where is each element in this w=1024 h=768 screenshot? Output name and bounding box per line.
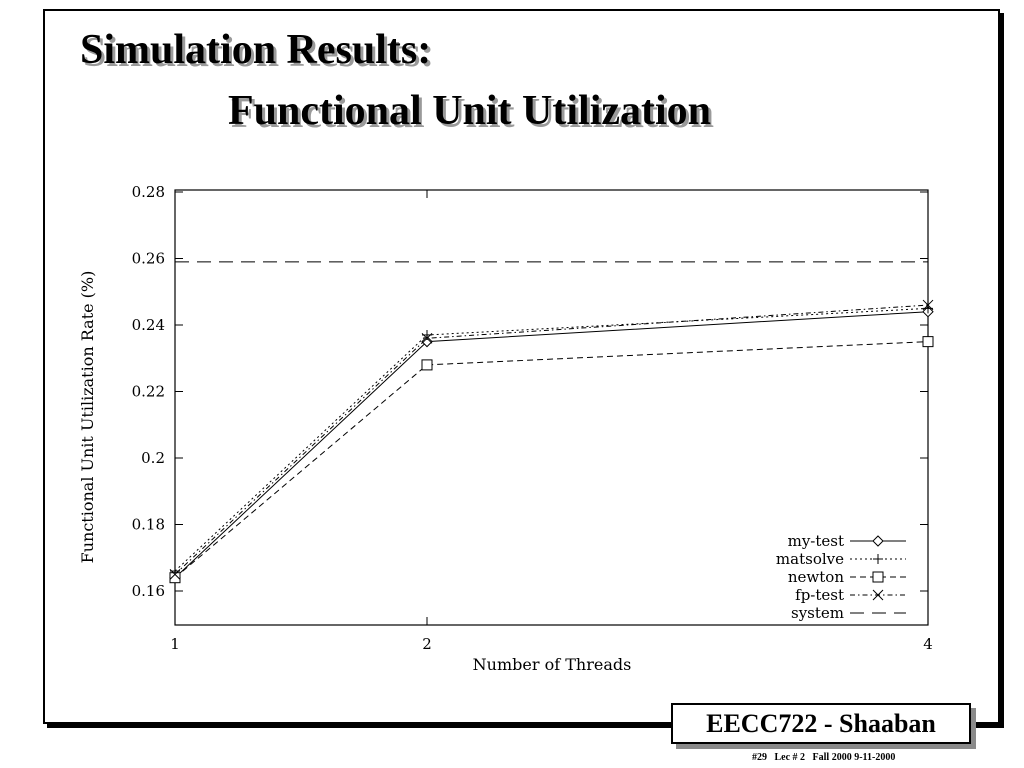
x-tick-label: 1	[170, 635, 180, 653]
y-tick-label: 0.24	[132, 316, 165, 334]
y-tick-label: 0.28	[132, 183, 165, 201]
x-axis-label: Number of Threads	[473, 655, 632, 674]
y-tick-label: 0.18	[132, 516, 165, 534]
data-point-fp-test	[922, 299, 934, 311]
data-point-my-test	[421, 335, 433, 348]
series-line-fp-test	[174, 304, 929, 575]
plot-area	[174, 189, 929, 626]
legend-label-my-test: my-test	[788, 532, 844, 550]
footer-course-box: EECC722 - Shaaban	[671, 703, 971, 744]
data-point-newton	[922, 336, 934, 348]
data-point-fp-test	[169, 569, 181, 580]
legend-label-newton: newton	[788, 568, 844, 586]
footer-course-title: EECC722 - Shaaban	[706, 709, 936, 738]
legend-marker-fp-test	[872, 589, 884, 601]
legend-label-matsolve: matsolve	[776, 550, 844, 568]
y-tick-label: 0.2	[141, 449, 165, 467]
footer-lecture-meta: #29 Lec # 2 Fall 2000 9-11-2000	[752, 752, 896, 763]
x-tick-label: 4	[923, 635, 933, 653]
legend-label-system: system	[791, 604, 844, 622]
y-tick-label: 0.26	[132, 250, 165, 268]
data-point-fp-test	[421, 332, 433, 344]
legend-marker-matsolve	[873, 554, 883, 564]
y-axis-label: Functional Unit Utilization Rate (%)	[78, 271, 97, 564]
series-markers	[169, 299, 934, 584]
series-lines	[174, 261, 929, 579]
slide-title-line-1: Simulation Results:	[80, 27, 432, 73]
legend-marker-newton	[872, 571, 884, 583]
slide-title-line-2: Functional Unit Utilization	[228, 88, 712, 134]
x-axis-ticks: 1 2 4	[170, 190, 933, 653]
series-line-newton	[174, 341, 929, 579]
legend-marker-my-test	[872, 535, 884, 547]
y-tick-label: 0.22	[132, 383, 165, 401]
slide-frame	[43, 9, 1000, 724]
data-point-newton	[169, 572, 181, 584]
data-point-newton	[421, 359, 433, 371]
x-tick-label: 2	[422, 635, 432, 653]
y-axis-ticks: 0.16 0.18 0.2 0.22 0.24 0.26 0.28	[132, 183, 928, 600]
legend-label-fp-test: fp-test	[795, 586, 844, 604]
y-tick-label: 0.16	[132, 582, 165, 600]
